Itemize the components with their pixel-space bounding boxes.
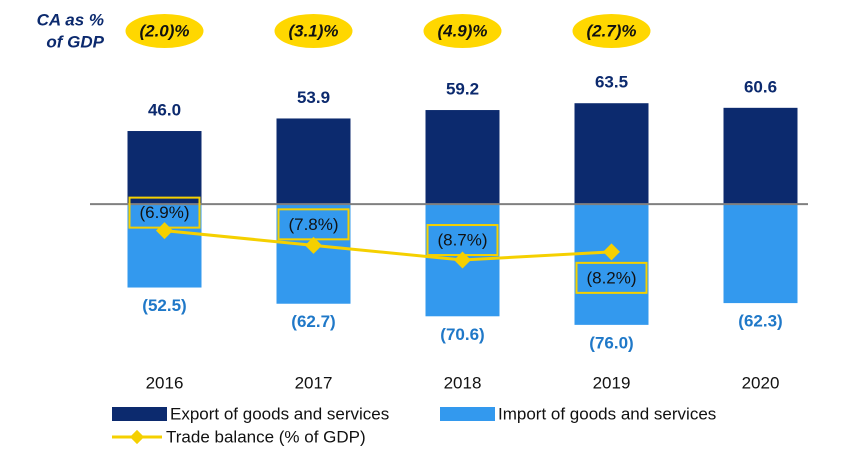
ca-label: (2.7)% (586, 21, 636, 40)
ca-bubble (125, 14, 204, 48)
legend-label: Export of goods and services (170, 404, 389, 423)
bar (425, 110, 500, 205)
bar (723, 107, 798, 205)
data-label: 53.9 (297, 88, 330, 107)
legend-swatch (440, 407, 495, 421)
label-box (277, 208, 350, 241)
x-tick-label: 2020 (742, 373, 780, 392)
data-label: 46.0 (148, 101, 181, 120)
line-label: (8.2%) (586, 268, 636, 287)
legend-label: Import of goods and services (498, 404, 716, 423)
line-label: (6.9%) (139, 203, 189, 222)
bar (276, 204, 351, 304)
label-box (575, 261, 648, 294)
bar (574, 103, 649, 205)
label-box (426, 224, 499, 257)
marker (156, 222, 173, 240)
ca-bubble (274, 14, 353, 48)
bar (723, 204, 798, 304)
bar (276, 118, 351, 205)
data-label: (52.5) (142, 296, 186, 315)
x-tick-label: 2019 (593, 373, 631, 392)
bar (574, 204, 649, 325)
bar (127, 131, 202, 205)
x-tick-label: 2018 (444, 373, 482, 392)
data-label: 63.5 (595, 73, 628, 92)
line-label: (7.8%) (288, 215, 338, 234)
ca-title: CA as % (37, 10, 104, 29)
line-label: (8.7%) (437, 231, 487, 250)
data-label: (62.3) (738, 312, 782, 331)
data-label: (76.0) (589, 333, 633, 352)
data-label: 60.6 (744, 77, 777, 96)
data-label: 59.2 (446, 80, 479, 99)
legend-label: Trade balance (% of GDP) (166, 427, 366, 446)
ca-label: (2.0)% (139, 21, 189, 40)
ca-bubble (572, 14, 651, 48)
label-box (128, 196, 201, 229)
data-label: (62.7) (291, 312, 335, 331)
bar (127, 204, 202, 288)
trade-line (164, 229, 612, 262)
marker (603, 243, 620, 261)
marker (305, 236, 322, 254)
x-tick-label: 2016 (146, 373, 184, 392)
ca-bubble (423, 14, 502, 48)
legend-swatch (112, 407, 167, 421)
x-tick-label: 2017 (295, 373, 333, 392)
ca-label: (3.1)% (288, 21, 338, 40)
ca-label: (4.9)% (437, 21, 487, 40)
legend-marker (129, 429, 145, 445)
data-label: (70.6) (440, 325, 484, 344)
ca-title: of GDP (46, 32, 104, 51)
